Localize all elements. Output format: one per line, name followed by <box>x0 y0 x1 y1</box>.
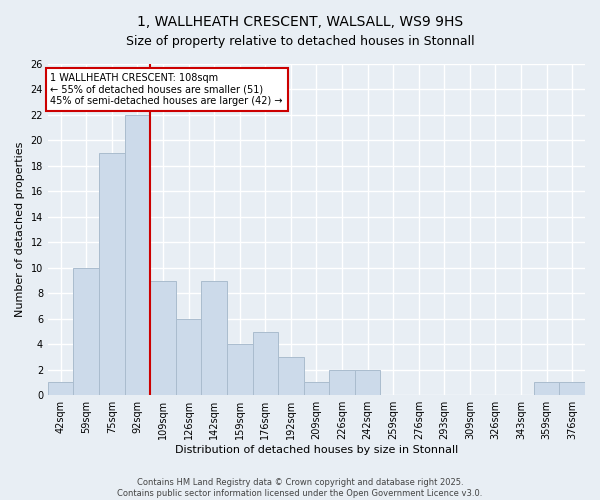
Bar <box>227 344 253 395</box>
Text: 1 WALLHEATH CRESCENT: 108sqm
← 55% of detached houses are smaller (51)
45% of se: 1 WALLHEATH CRESCENT: 108sqm ← 55% of de… <box>50 73 283 106</box>
Bar <box>150 280 176 395</box>
Text: Contains HM Land Registry data © Crown copyright and database right 2025.
Contai: Contains HM Land Registry data © Crown c… <box>118 478 482 498</box>
Bar <box>278 357 304 395</box>
Text: 1, WALLHEATH CRESCENT, WALSALL, WS9 9HS: 1, WALLHEATH CRESCENT, WALSALL, WS9 9HS <box>137 15 463 29</box>
Bar <box>99 153 125 395</box>
Bar <box>202 280 227 395</box>
Bar <box>559 382 585 395</box>
Bar <box>304 382 329 395</box>
Text: Size of property relative to detached houses in Stonnall: Size of property relative to detached ho… <box>125 35 475 48</box>
Y-axis label: Number of detached properties: Number of detached properties <box>15 142 25 318</box>
Bar <box>73 268 99 395</box>
Bar <box>125 115 150 395</box>
Bar <box>253 332 278 395</box>
Bar <box>176 319 202 395</box>
Bar <box>355 370 380 395</box>
Bar <box>48 382 73 395</box>
Bar <box>534 382 559 395</box>
X-axis label: Distribution of detached houses by size in Stonnall: Distribution of detached houses by size … <box>175 445 458 455</box>
Bar <box>329 370 355 395</box>
